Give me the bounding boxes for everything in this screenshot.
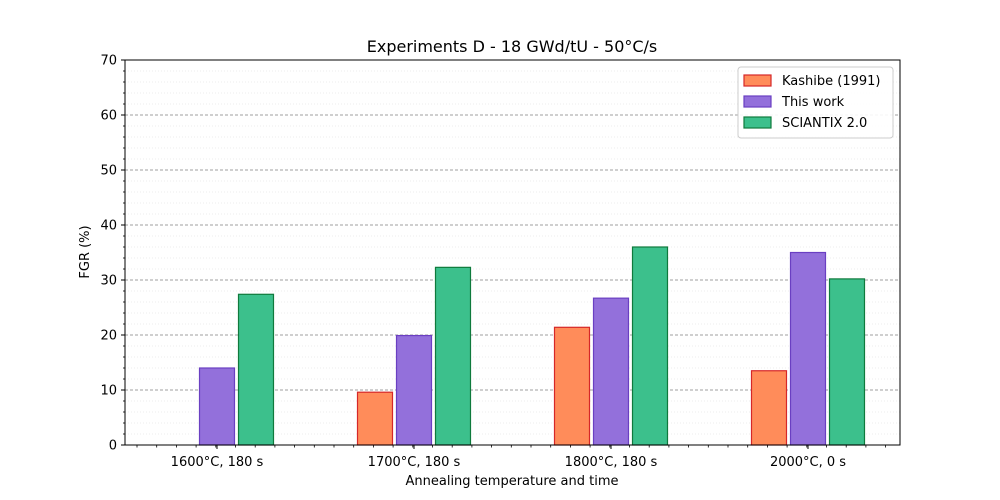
- bar: [750, 370, 788, 446]
- bar: [592, 297, 630, 446]
- x-axis: 1600°C, 180 s 1700°C, 180 s 1800°C, 180 s 2…: [136, 445, 886, 470]
- y-tick-label: 50: [100, 164, 117, 179]
- legend-label: SCIANTIX 2.0: [782, 116, 867, 131]
- bar: [828, 278, 866, 446]
- bar: [631, 246, 669, 446]
- x-tick-label: 1800°C, 180 s: [565, 455, 658, 470]
- y-tick-label: 0: [109, 439, 117, 454]
- bar: [434, 266, 472, 446]
- y-axis-label: FGR (%): [78, 225, 93, 278]
- y-tick-label: 10: [100, 384, 117, 399]
- y-tick-label: 70: [100, 54, 117, 69]
- y-tick-label: 40: [100, 219, 117, 234]
- x-tick-label: 2000°C, 0 s: [770, 455, 846, 470]
- legend-swatch: [743, 95, 772, 108]
- bar: [553, 326, 591, 446]
- legend-box: [737, 66, 894, 139]
- legend-label: This work: [781, 95, 845, 110]
- x-tick-label: 1700°C, 180 s: [368, 455, 461, 470]
- bar: [789, 251, 827, 446]
- legend-label: Kashibe (1991): [782, 74, 881, 89]
- bar: [237, 293, 275, 446]
- y-tick-label: 30: [100, 274, 117, 289]
- plot-frame: [124, 59, 901, 446]
- y-axis: 0 10 20 30 40 50 60 70: [100, 54, 125, 454]
- bar: [395, 334, 433, 446]
- bar: [356, 391, 394, 446]
- legend-swatch: [743, 116, 772, 129]
- bars: [198, 246, 866, 446]
- legend: Kashibe (1991) This work SCIANTIX 2.0: [737, 66, 894, 139]
- bar: [198, 367, 236, 446]
- x-axis-label: Annealing temperature and time: [406, 474, 619, 489]
- legend-swatch: [743, 74, 772, 87]
- y-tick-label: 20: [100, 329, 117, 344]
- y-tick-label: 60: [100, 109, 117, 124]
- chart-title: Experiments D - 18 GWd/tU - 50°C/s: [367, 37, 658, 56]
- x-tick-label: 1600°C, 180 s: [171, 455, 264, 470]
